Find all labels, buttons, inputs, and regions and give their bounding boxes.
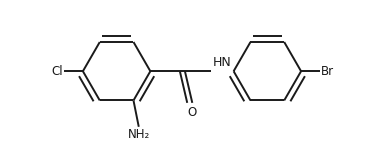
- Text: NH₂: NH₂: [128, 128, 150, 141]
- Text: Cl: Cl: [51, 65, 63, 78]
- Text: HN: HN: [212, 56, 231, 69]
- Text: O: O: [188, 106, 197, 119]
- Text: Br: Br: [321, 65, 334, 78]
